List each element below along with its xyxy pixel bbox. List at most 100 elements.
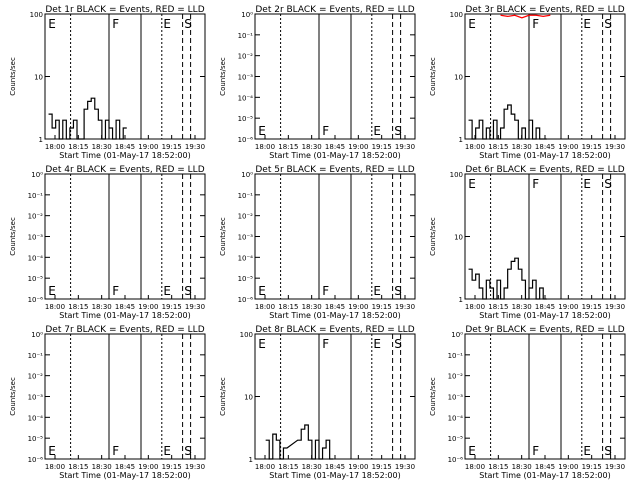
x-tick-label: 19:15 bbox=[582, 143, 602, 151]
marker-s: S bbox=[394, 337, 402, 351]
y-axis-label: Counts/sec bbox=[429, 377, 437, 416]
marker-f: F bbox=[322, 284, 329, 298]
y-tick-label: 10⁻⁶ bbox=[28, 296, 44, 304]
y-tick-label: 10⁰ bbox=[241, 11, 253, 19]
plot-frame bbox=[44, 13, 206, 140]
y-tick-label: 10⁰ bbox=[451, 331, 463, 339]
panel-title: Det 8r BLACK = Events, RED = LLD bbox=[255, 325, 414, 335]
x-tick-label: 18:30 bbox=[302, 303, 322, 311]
x-tick-label: 19:15 bbox=[372, 463, 392, 471]
y-tick-label: 10⁻⁴ bbox=[28, 254, 44, 262]
x-tick-label: 19:30 bbox=[395, 303, 415, 311]
marker-e: E bbox=[373, 124, 381, 138]
x-tick-label: 19:30 bbox=[185, 463, 205, 471]
x-axis-label: Start Time (01-May-17 18:52:00) bbox=[59, 311, 190, 320]
y-tick-label: 100 bbox=[450, 11, 463, 19]
marker-e: E bbox=[468, 17, 476, 31]
x-tick-label: 19:00 bbox=[348, 463, 368, 471]
marker-e: E bbox=[373, 284, 381, 298]
x-tick-label: 18:45 bbox=[535, 143, 555, 151]
x-tick-label: 18:00 bbox=[255, 463, 275, 471]
x-tick-label: 18:45 bbox=[115, 143, 135, 151]
x-tick-label: 19:30 bbox=[185, 143, 205, 151]
y-tick-label: 10⁰ bbox=[31, 331, 43, 339]
y-tick-label: 10⁻¹ bbox=[28, 352, 44, 360]
x-axis-label: Start Time (01-May-17 18:52:00) bbox=[59, 151, 190, 160]
x-tick-label: 19:00 bbox=[348, 303, 368, 311]
x-tick-label: 18:00 bbox=[255, 143, 275, 151]
y-tick-label: 10⁻⁵ bbox=[28, 275, 44, 283]
x-tick-label: 18:30 bbox=[512, 463, 532, 471]
marker-e: E bbox=[583, 177, 591, 191]
y-tick-label: 10⁻² bbox=[28, 213, 44, 221]
plot-frame bbox=[254, 13, 416, 140]
x-tick-label: 19:15 bbox=[582, 303, 602, 311]
x-tick-label: 18:15 bbox=[488, 463, 508, 471]
x-tick-label: 19:15 bbox=[372, 143, 392, 151]
marker-f: F bbox=[532, 444, 539, 458]
y-tick-label: 10⁻⁶ bbox=[28, 456, 44, 464]
panel-3: Det 3r BLACK = Events, RED = LLD Counts/s… bbox=[429, 5, 626, 160]
marker-f: F bbox=[112, 17, 119, 31]
y-tick-label: 10⁻³ bbox=[28, 394, 44, 402]
marker-s: S bbox=[184, 284, 192, 298]
marker-e: E bbox=[163, 17, 171, 31]
x-tick-label: 18:00 bbox=[45, 303, 65, 311]
marker-f: F bbox=[322, 124, 329, 138]
x-tick-label: 18:15 bbox=[488, 143, 508, 151]
x-tick-label: 18:15 bbox=[68, 303, 88, 311]
y-tick-label: 10⁻³ bbox=[238, 234, 254, 242]
y-tick-label: 10⁻² bbox=[448, 373, 464, 381]
marker-e: E bbox=[48, 444, 56, 458]
y-axis-label: Counts/sec bbox=[429, 217, 437, 256]
x-tick-label: 18:45 bbox=[535, 463, 555, 471]
marker-f: F bbox=[112, 284, 119, 298]
plot-frame bbox=[464, 333, 626, 460]
x-tick-label: 18:30 bbox=[512, 303, 532, 311]
x-tick-label: 18:45 bbox=[115, 463, 135, 471]
y-tick-label: 10⁻³ bbox=[238, 74, 254, 82]
y-tick-label: 1 bbox=[249, 456, 253, 464]
y-axis-label: Counts/sec bbox=[9, 57, 17, 96]
marker-s: S bbox=[604, 17, 612, 31]
marker-e: E bbox=[258, 337, 266, 351]
x-tick-label: 19:30 bbox=[395, 463, 415, 471]
y-tick-label: 10⁻² bbox=[238, 53, 254, 61]
x-tick-label: 18:15 bbox=[68, 463, 88, 471]
x-tick-label: 19:00 bbox=[348, 143, 368, 151]
marker-s: S bbox=[184, 444, 192, 458]
marker-e: E bbox=[48, 17, 56, 31]
x-tick-label: 18:30 bbox=[302, 463, 322, 471]
panel-9: Det 9r BLACK = Events, RED = LLD Counts/s… bbox=[429, 325, 626, 480]
panel-title: Det 5r BLACK = Events, RED = LLD bbox=[255, 165, 414, 175]
marker-s: S bbox=[604, 177, 612, 191]
x-tick-label: 18:30 bbox=[92, 303, 112, 311]
y-tick-label: 10 bbox=[34, 74, 43, 82]
y-tick-label: 10⁻⁶ bbox=[238, 136, 254, 144]
x-tick-label: 19:00 bbox=[138, 463, 158, 471]
y-tick-label: 10⁻¹ bbox=[238, 192, 254, 200]
x-tick-label: 18:45 bbox=[325, 143, 345, 151]
x-tick-label: 19:00 bbox=[558, 303, 578, 311]
panel-title: Det 1r BLACK = Events, RED = LLD bbox=[45, 5, 204, 15]
x-tick-label: 19:15 bbox=[162, 143, 182, 151]
x-axis-label: Start Time (01-May-17 18:52:00) bbox=[479, 311, 610, 320]
panel-4: Det 4r BLACK = Events, RED = LLD Counts/s… bbox=[9, 165, 206, 320]
y-tick-label: 10⁻¹ bbox=[238, 32, 254, 40]
panel-title: Det 9r BLACK = Events, RED = LLD bbox=[465, 325, 624, 335]
x-tick-label: 18:15 bbox=[278, 303, 298, 311]
x-tick-label: 19:15 bbox=[582, 463, 602, 471]
x-tick-label: 19:30 bbox=[605, 463, 625, 471]
marker-e: E bbox=[373, 337, 381, 351]
x-tick-label: 18:45 bbox=[535, 303, 555, 311]
marker-e: E bbox=[258, 284, 266, 298]
y-tick-label: 10⁻¹ bbox=[448, 352, 464, 360]
panel-1: Det 1r BLACK = Events, RED = LLD Counts/s… bbox=[9, 5, 206, 160]
y-axis-label: Counts/sec bbox=[219, 217, 227, 256]
plot-frame bbox=[464, 13, 626, 140]
marker-s: S bbox=[394, 284, 402, 298]
y-tick-label: 10⁻⁶ bbox=[448, 456, 464, 464]
panel-2: Det 2r BLACK = Events, RED = LLD Counts/s… bbox=[219, 5, 416, 160]
